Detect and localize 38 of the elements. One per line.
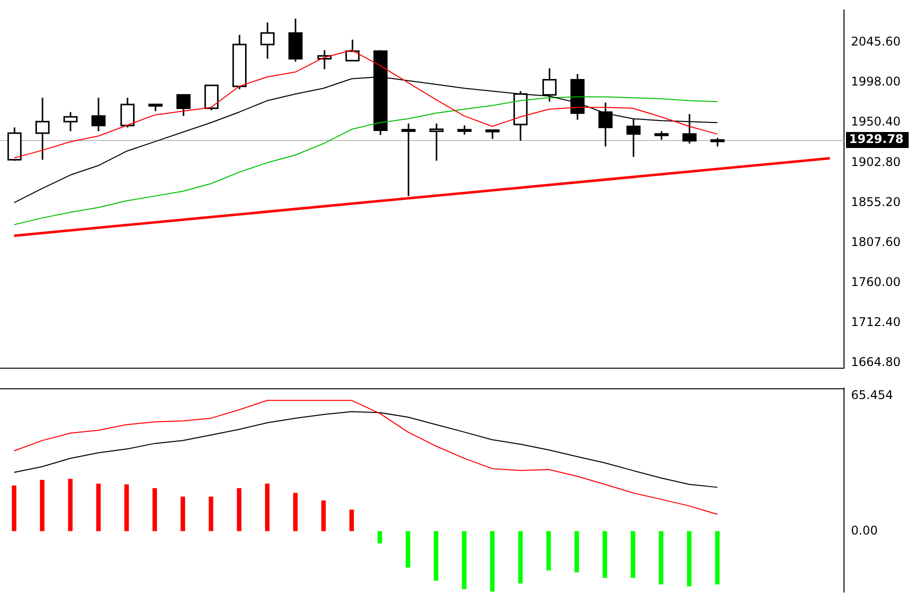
bar (236, 488, 242, 532)
bar (293, 492, 298, 532)
bar (208, 496, 214, 532)
bar (96, 484, 101, 532)
bar (378, 531, 382, 544)
ref-line-label: 1929.78 (849, 132, 904, 146)
bar (630, 531, 636, 578)
bar (658, 531, 664, 584)
y-tick-label: 0.00 (851, 523, 878, 538)
bar (546, 531, 551, 570)
y-tick-label: 1807.60 (851, 234, 901, 249)
bar (462, 531, 466, 590)
bar (40, 480, 44, 532)
bar (124, 484, 129, 532)
y-tick-label: 1760.00 (851, 274, 901, 289)
bar (12, 485, 16, 532)
y-tick-label: 1902.80 (851, 154, 901, 169)
bar (574, 531, 579, 572)
bar (265, 484, 270, 532)
bar (434, 531, 438, 581)
bar (321, 500, 326, 532)
bar (687, 531, 692, 586)
bar (152, 488, 157, 532)
bar (518, 531, 523, 584)
y-tick-label: 1664.80 (851, 355, 901, 370)
y-tick-label: 65.454 (851, 388, 893, 402)
bar (349, 510, 354, 532)
bar (490, 531, 495, 592)
y-tick-label: 1950.40 (851, 114, 901, 129)
bar (602, 531, 608, 578)
bar (406, 531, 410, 568)
y-tick-label: 1998.00 (851, 74, 901, 89)
bar (715, 531, 720, 584)
bar (68, 478, 73, 532)
y-tick-label: 2045.60 (851, 34, 901, 49)
y-tick-label: 1712.40 (851, 314, 901, 329)
bar (180, 496, 186, 532)
y-tick-label: 1855.20 (851, 194, 901, 209)
